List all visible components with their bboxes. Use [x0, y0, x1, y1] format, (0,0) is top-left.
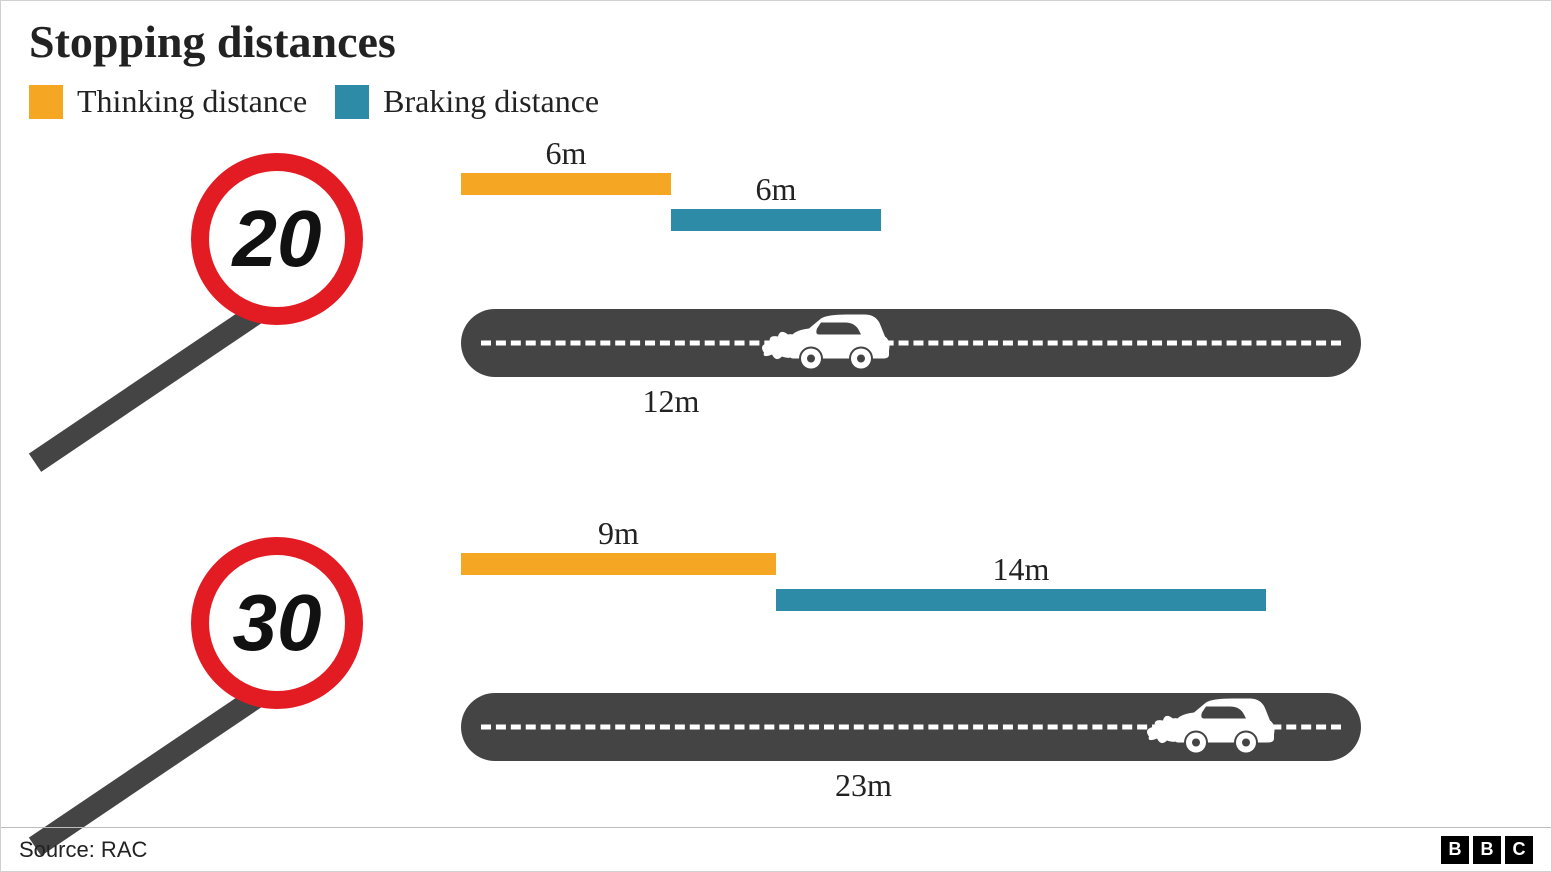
road-centerline — [481, 341, 1341, 346]
bbc-logo-letter: C — [1505, 836, 1533, 864]
legend-label: Braking distance — [383, 83, 599, 120]
car — [1146, 697, 1276, 758]
speed-value: 20 — [233, 193, 322, 285]
legend-item: Thinking distance — [29, 83, 307, 120]
sign-pole — [29, 297, 273, 472]
speed-value: 30 — [233, 577, 322, 669]
braking-distance-label: 14m — [776, 551, 1266, 588]
speed-sign: 30 — [191, 537, 363, 709]
legend-label: Thinking distance — [77, 83, 307, 120]
car-icon — [1146, 697, 1276, 753]
source-attribution: Source: RAC — [19, 837, 147, 863]
footer: Source: RACBBC — [1, 827, 1551, 871]
total-distance-label: 12m — [461, 383, 881, 420]
road — [461, 693, 1361, 761]
car-icon — [761, 313, 891, 369]
braking-distance-bar — [671, 209, 881, 231]
thinking-distance-bar — [461, 553, 776, 575]
road — [461, 309, 1361, 377]
legend-swatch-icon — [335, 85, 369, 119]
braking-distance-bar — [776, 589, 1266, 611]
stopping-distances-infographic: Stopping distances Thinking distance Braki… — [0, 0, 1552, 872]
bbc-logo-letter: B — [1473, 836, 1501, 864]
braking-distance-label: 6m — [671, 171, 881, 208]
bbc-logo-letter: B — [1441, 836, 1469, 864]
car — [761, 313, 891, 374]
total-distance-label: 23m — [461, 767, 1266, 804]
thinking-distance-label: 9m — [461, 515, 776, 552]
speed-sign: 20 — [191, 153, 363, 325]
legend: Thinking distance Braking distance — [29, 83, 599, 120]
thinking-distance-label: 6m — [461, 135, 671, 172]
thinking-distance-bar — [461, 173, 671, 195]
legend-item: Braking distance — [335, 83, 599, 120]
bbc-logo: BBC — [1441, 836, 1533, 864]
legend-swatch-icon — [29, 85, 63, 119]
chart-title: Stopping distances — [29, 15, 396, 68]
